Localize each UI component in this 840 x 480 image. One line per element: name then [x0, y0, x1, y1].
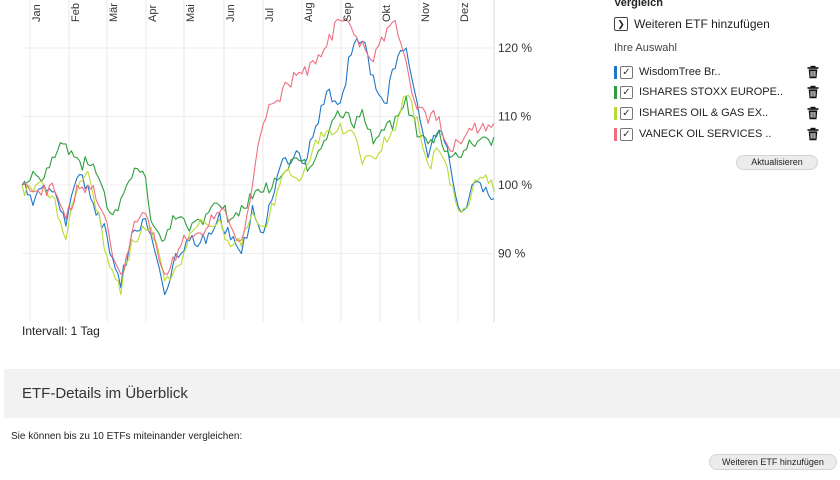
trash-icon[interactable]	[806, 127, 820, 141]
etf-item: ✓ VANECK OIL SERVICES ..	[614, 126, 820, 142]
etf-name: WisdomTree Br..	[639, 66, 721, 78]
update-button[interactable]: Aktualisieren	[736, 155, 818, 170]
add-etf-label: Weiteren ETF hinzufügen	[634, 17, 770, 31]
etf-name: ISHARES STOXX EUROPE..	[639, 86, 784, 98]
etf-name: ISHARES OIL & GAS EX..	[639, 107, 769, 119]
add-etf-button[interactable]: Weiteren ETF hinzufügen	[709, 454, 837, 470]
series-color-marker	[614, 85, 617, 99]
series-line	[21, 38, 495, 296]
month-label: Jul	[264, 8, 276, 22]
etf-item: ✓ ISHARES OIL & GAS EX..	[614, 105, 820, 121]
month-label: Mär	[108, 3, 120, 22]
month-labels: Jan Feb Mär Apr Mai Jun Jul Aug Sep Okt Nov Dez	[31, 2, 471, 22]
etf-name: VANECK OIL SERVICES ..	[639, 128, 772, 140]
checkbox-checked-icon[interactable]: ✓	[620, 65, 633, 79]
details-title: ETF-Details im Überblick	[22, 385, 188, 402]
trash-icon[interactable]	[806, 106, 820, 120]
performance-chart: Jan Feb Mär Apr Mai Jun Jul Aug Sep Okt Nov Dez 90 …	[21, 0, 532, 322]
comparison-panel: Vergleich ❯ Weiteren ETF hinzufügen Ihre…	[612, 0, 840, 180]
series-line	[21, 95, 495, 242]
month-label: Jan	[31, 4, 43, 22]
y-tick-label: 100 %	[498, 178, 532, 192]
compare-info-text: Sie können bis zu 10 ETFs miteinander ve…	[11, 431, 243, 442]
chart-series-group	[21, 17, 495, 296]
month-label: Nov	[420, 2, 432, 22]
interval-label: Intervall: 1 Tag	[22, 324, 100, 338]
etf-item: ✓ ISHARES STOXX EUROPE..	[614, 84, 820, 100]
add-etf-link[interactable]: ❯ Weiteren ETF hinzufügen	[614, 17, 770, 31]
chart-grid	[22, 0, 495, 322]
month-label: Jun	[225, 4, 237, 22]
checkbox-checked-icon[interactable]: ✓	[620, 85, 633, 99]
month-label: Sep	[342, 2, 354, 22]
chevron-right-icon: ❯	[614, 17, 628, 31]
y-tick-label: 120 %	[498, 41, 532, 55]
month-label: Apr	[147, 5, 159, 22]
y-tick-label: 110 %	[498, 109, 531, 123]
trash-icon[interactable]	[806, 85, 820, 99]
month-label: Okt	[381, 5, 393, 22]
series-line	[21, 95, 495, 296]
comparison-title: Vergleich	[614, 0, 663, 9]
series-line	[21, 17, 495, 276]
y-axis-labels: 90 % 100 % 110 % 120 %	[498, 41, 532, 261]
series-color-marker	[614, 106, 617, 120]
month-label: Dez	[459, 2, 471, 22]
series-color-marker	[614, 127, 617, 141]
series-color-marker	[614, 65, 617, 79]
month-label: Aug	[303, 2, 315, 22]
selection-title: Ihre Auswahl	[614, 42, 677, 54]
checkbox-checked-icon[interactable]: ✓	[620, 106, 633, 120]
etf-item: ✓ WisdomTree Br..	[614, 64, 820, 80]
month-label: Feb	[70, 3, 82, 22]
details-header: ETF-Details im Überblick	[4, 369, 840, 418]
checkbox-checked-icon[interactable]: ✓	[620, 127, 633, 141]
month-label: Mai	[185, 4, 197, 22]
y-tick-label: 90 %	[498, 246, 526, 260]
trash-icon[interactable]	[806, 65, 820, 79]
